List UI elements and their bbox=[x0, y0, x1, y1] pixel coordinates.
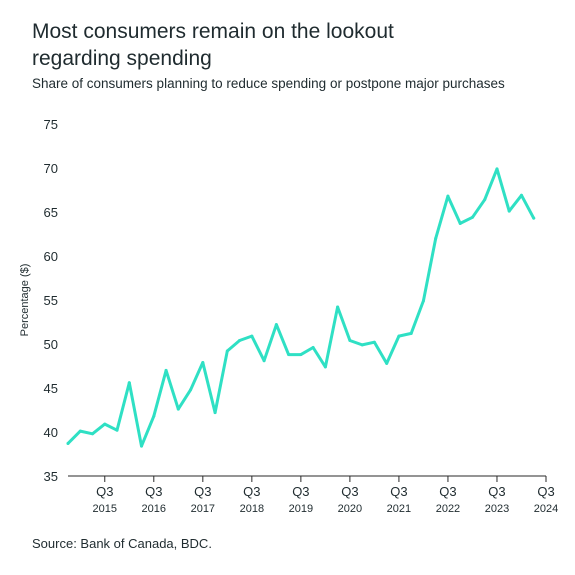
data-point bbox=[127, 381, 131, 385]
data-point bbox=[201, 360, 205, 364]
x-tick-label-year: 2021 bbox=[387, 503, 411, 515]
data-point bbox=[225, 349, 229, 353]
data-point bbox=[458, 221, 462, 225]
data-point bbox=[213, 411, 217, 415]
data-point bbox=[66, 441, 70, 445]
y-tick-label: 55 bbox=[44, 293, 58, 308]
data-point bbox=[421, 299, 425, 303]
y-tick-label: 35 bbox=[44, 469, 58, 484]
data-point bbox=[323, 365, 327, 369]
data-point bbox=[336, 305, 340, 309]
y-axis-label: Percentage ($) bbox=[19, 264, 31, 337]
x-tick-label-year: 2020 bbox=[338, 503, 362, 515]
data-point bbox=[434, 236, 438, 240]
data-point bbox=[470, 215, 474, 219]
data-point bbox=[238, 338, 242, 342]
x-tick-label-year: 2022 bbox=[436, 503, 460, 515]
x-tick-label-quarter: Q3 bbox=[488, 484, 505, 499]
y-tick-label: 65 bbox=[44, 205, 58, 220]
x-tick-label-year: 2018 bbox=[240, 503, 264, 515]
data-point bbox=[250, 334, 254, 338]
data-point bbox=[532, 216, 536, 220]
data-point bbox=[483, 198, 487, 202]
x-tick-label-quarter: Q3 bbox=[292, 484, 309, 499]
x-tick-label-quarter: Q3 bbox=[96, 484, 113, 499]
data-point bbox=[495, 167, 499, 171]
data-point bbox=[299, 353, 303, 357]
x-tick-label-quarter: Q3 bbox=[194, 484, 211, 499]
data-point bbox=[360, 343, 364, 347]
x-tick-label-quarter: Q3 bbox=[439, 484, 456, 499]
data-point bbox=[311, 346, 315, 350]
x-tick-label-year: 2023 bbox=[485, 503, 509, 515]
data-point bbox=[348, 338, 352, 342]
source-note: Source: Bank of Canada, BDC. bbox=[32, 536, 212, 551]
x-tick-label-quarter: Q3 bbox=[537, 484, 554, 499]
y-tick-label: 75 bbox=[44, 117, 58, 132]
chart-area: 35 40 45 50 55 60 65 70 75 Percentage ($) Q3 2015 Q3… bbox=[0, 100, 575, 530]
x-tick-label-year: 2015 bbox=[93, 503, 117, 515]
data-point bbox=[176, 407, 180, 411]
data-point bbox=[274, 323, 278, 327]
data-point bbox=[115, 428, 119, 432]
data-point bbox=[164, 368, 168, 372]
x-tick-label-quarter: Q3 bbox=[243, 484, 260, 499]
data-point bbox=[385, 361, 389, 365]
data-point bbox=[397, 334, 401, 338]
data-point bbox=[409, 331, 413, 335]
chart-subtitle: Share of consumers planning to reduce sp… bbox=[32, 76, 505, 91]
data-point bbox=[446, 194, 450, 198]
data-point bbox=[507, 209, 511, 213]
y-tick-label: 60 bbox=[44, 249, 58, 264]
data-point bbox=[152, 414, 156, 418]
y-tick-label: 40 bbox=[44, 425, 58, 440]
chart-title: Most consumers remain on the lookout reg… bbox=[32, 18, 552, 72]
data-point bbox=[140, 444, 144, 448]
chart-title-line-2: regarding spending bbox=[32, 47, 212, 70]
data-point bbox=[287, 353, 291, 357]
chart-title-line-1: Most consumers remain on the lookout bbox=[32, 20, 394, 43]
series-line bbox=[66, 167, 536, 448]
data-point bbox=[372, 340, 376, 344]
data-point bbox=[103, 422, 107, 426]
x-tick-label-quarter: Q3 bbox=[390, 484, 407, 499]
line-chart: 35 40 45 50 55 60 65 70 75 Percentage ($) Q3 2015 Q3… bbox=[19, 117, 558, 515]
x-tick-label-year: 2024 bbox=[534, 503, 558, 515]
data-point bbox=[189, 388, 193, 392]
data-point bbox=[91, 432, 95, 436]
data-point bbox=[78, 429, 82, 433]
data-point bbox=[262, 359, 266, 363]
x-tick-label-year: 2019 bbox=[289, 503, 313, 515]
x-tick-label-quarter: Q3 bbox=[341, 484, 358, 499]
y-tick-label: 45 bbox=[44, 381, 58, 396]
data-point bbox=[519, 193, 523, 197]
y-tick-label: 50 bbox=[44, 337, 58, 352]
x-tick-label-quarter: Q3 bbox=[145, 484, 162, 499]
x-tick-label-year: 2016 bbox=[142, 503, 166, 515]
x-tick-label-year: 2017 bbox=[191, 503, 215, 515]
y-tick-label: 70 bbox=[44, 161, 58, 176]
